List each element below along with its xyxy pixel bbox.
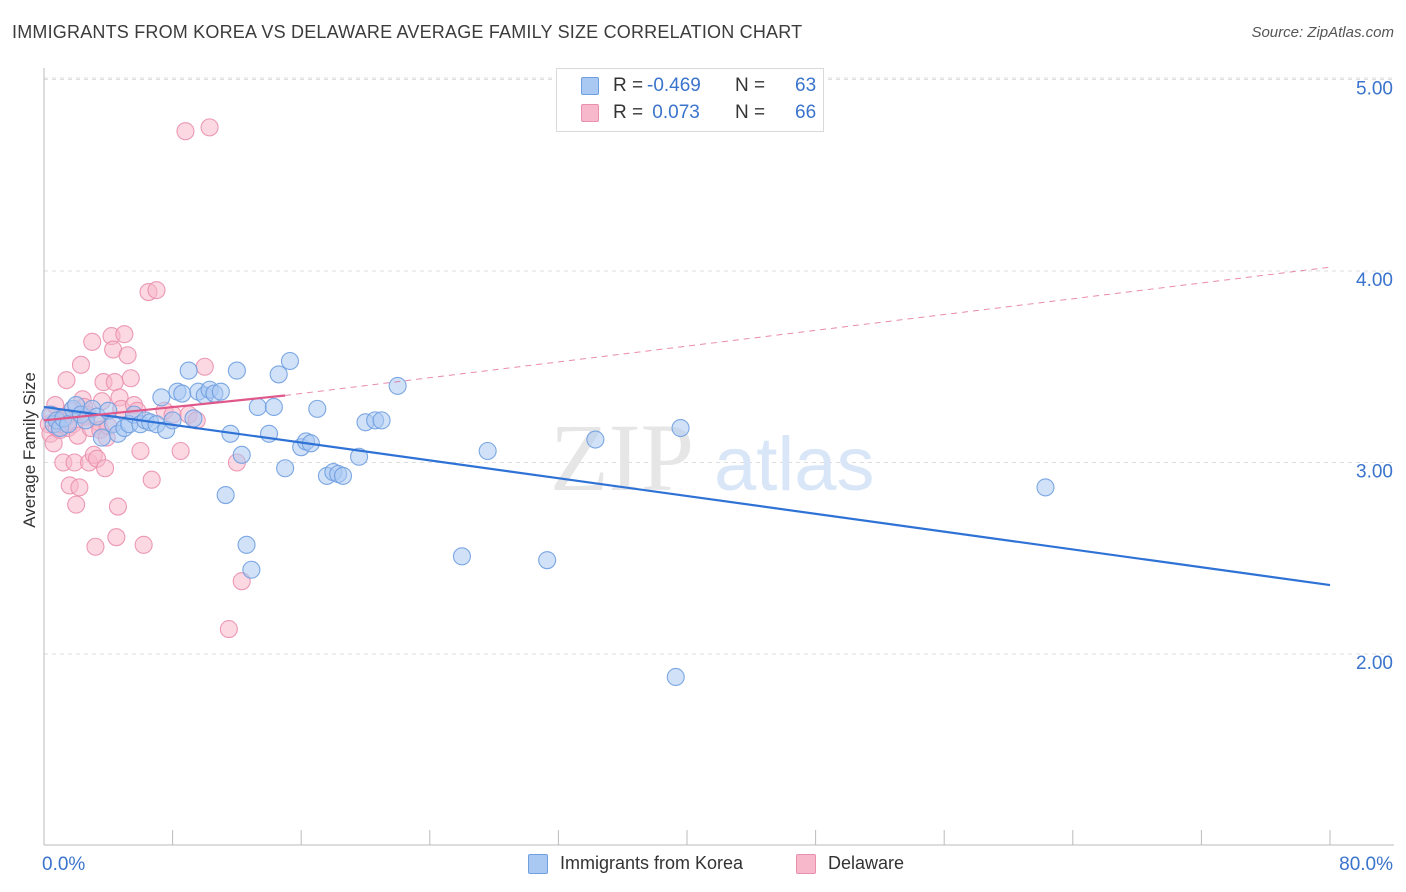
korea-point xyxy=(280,351,299,371)
y-axis-label-wrap: Average Family Size xyxy=(15,300,45,600)
legend-swatch-delaware xyxy=(581,104,599,122)
korea-point xyxy=(372,411,391,430)
delaware-point xyxy=(219,620,238,639)
korea-point xyxy=(478,441,497,461)
watermark: ZIP atlas xyxy=(550,404,875,511)
korea-point xyxy=(92,428,111,447)
bottom-legend-label-korea: Immigrants from Korea xyxy=(560,853,744,873)
legend-r-label: R = xyxy=(613,102,644,123)
delaware-point xyxy=(195,357,214,376)
tick-labels: 2.00 3.00 4.00 5.00 0.0% 80.0% xyxy=(42,79,1393,876)
korea-point xyxy=(232,445,251,464)
korea-point xyxy=(333,466,353,485)
delaware-point xyxy=(115,325,134,344)
axes xyxy=(43,68,1394,846)
korea-point xyxy=(452,547,472,566)
delaware-point xyxy=(83,332,102,351)
delaware-point xyxy=(171,441,190,461)
x-tick-label: 80.0% xyxy=(1339,854,1393,875)
korea-point xyxy=(586,430,605,449)
legend-r-value-delaware: 0.073 xyxy=(647,102,700,123)
legend-swatch-korea xyxy=(581,77,599,95)
y-tick-label: 3.00 xyxy=(1356,462,1393,483)
korea-point xyxy=(350,447,369,466)
delaware-point xyxy=(108,497,127,516)
korea-point xyxy=(227,361,246,380)
korea-point xyxy=(276,459,295,478)
delaware-point xyxy=(86,537,105,556)
delaware-point xyxy=(70,478,89,497)
korea-point xyxy=(308,399,327,418)
korea-point xyxy=(666,667,685,687)
legend-r-label: R = xyxy=(613,75,644,96)
delaware-point xyxy=(134,535,153,554)
delaware-point xyxy=(57,371,76,390)
delaware-point xyxy=(121,369,140,388)
delaware-point xyxy=(131,441,150,461)
delaware-point xyxy=(147,281,166,300)
korea-point xyxy=(237,535,256,554)
korea-point xyxy=(264,397,283,417)
korea-point xyxy=(248,397,267,417)
korea-point xyxy=(211,382,230,401)
bottom-legend-label-delaware: Delaware xyxy=(828,853,905,873)
korea-point xyxy=(179,361,198,380)
source-label: Source: ZipAtlas.com xyxy=(1251,24,1394,41)
delaware-point xyxy=(67,495,86,514)
chart-title: IMMIGRANTS FROM KOREA VS DELAWARE AVERAG… xyxy=(12,22,803,42)
y-tick-label: 5.00 xyxy=(1356,79,1393,100)
x-tick-label: 0.0% xyxy=(42,854,85,875)
korea-point xyxy=(173,384,192,403)
korea-point xyxy=(269,365,288,384)
y-tick-label: 2.00 xyxy=(1356,653,1393,674)
trend-lines xyxy=(43,266,1331,587)
legend-r-value-korea: -0.469 xyxy=(647,75,701,96)
data-points xyxy=(39,118,1055,687)
legend-n-label: N = xyxy=(735,102,766,123)
y-tick-label: 4.00 xyxy=(1356,270,1393,291)
delaware-point xyxy=(107,528,126,547)
y-axis-label: Average Family Size xyxy=(20,372,39,528)
bottom-legend-swatch-delaware xyxy=(796,854,816,874)
delaware-point xyxy=(71,355,91,374)
korea-point xyxy=(216,486,235,505)
korea-trend-line xyxy=(43,405,1331,587)
delaware-trend-extension xyxy=(285,266,1331,396)
stats-legend: R = -0.469 N = 63 R = 0.073 N = 66 xyxy=(556,68,824,132)
legend-n-value-korea: 63 xyxy=(795,75,817,96)
delaware-trend-line xyxy=(43,394,286,422)
delaware-point xyxy=(118,346,137,365)
korea-point xyxy=(184,409,203,428)
korea-point xyxy=(1036,478,1055,497)
legend-n-value-delaware: 66 xyxy=(795,102,817,123)
korea-point xyxy=(242,560,261,579)
delaware-point xyxy=(105,373,124,392)
korea-point xyxy=(538,551,557,570)
delaware-point xyxy=(142,470,161,489)
delaware-point xyxy=(176,122,195,141)
watermark-atlas: atlas xyxy=(714,422,875,507)
bottom-legend-swatch-korea xyxy=(528,854,548,874)
korea-point xyxy=(388,376,407,395)
korea-point xyxy=(671,418,690,438)
legend-n-label: N = xyxy=(735,75,766,96)
delaware-point xyxy=(200,118,219,137)
delaware-point xyxy=(96,459,115,478)
korea-point xyxy=(152,388,171,407)
